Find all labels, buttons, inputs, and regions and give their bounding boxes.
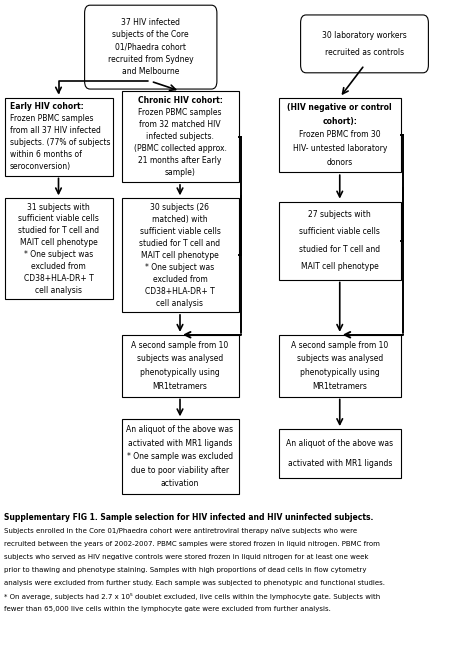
FancyBboxPatch shape [301,15,428,73]
Text: cohort):: cohort): [322,117,357,126]
Bar [279,98,400,172]
Text: sufficient viable cells: sufficient viable cells [18,214,99,224]
Text: sufficient viable cells: sufficient viable cells [299,227,380,237]
Text: CD38+HLA-DR+ T: CD38+HLA-DR+ T [145,287,215,296]
Text: 30 laboratory workers: 30 laboratory workers [322,31,407,40]
Text: * One sample was excluded: * One sample was excluded [127,452,233,461]
Text: analysis were excluded from further study. Each sample was subjected to phenotyp: analysis were excluded from further stud… [4,580,386,586]
Text: * One subject was: * One subject was [24,250,93,259]
Text: due to poor viability after: due to poor viability after [131,465,229,474]
Text: activated with MR1 ligands: activated with MR1 ligands [288,459,392,467]
Bar [122,419,238,494]
Text: Subjects enrolled in the Core 01/Phaedra cohort were antiretroviral therapy naïv: Subjects enrolled in the Core 01/Phaedra… [4,528,358,534]
Text: MR1tetramers: MR1tetramers [153,382,207,391]
Text: Chronic HIV cohort:: Chronic HIV cohort: [138,96,222,105]
Bar [279,202,400,280]
Text: studied for T cell and: studied for T cell and [18,226,99,235]
Text: Early HIV cohort:: Early HIV cohort: [10,102,84,111]
Text: excluded from: excluded from [153,274,207,283]
Bar [122,91,238,182]
Text: MR1tetramers: MR1tetramers [312,382,367,391]
Text: donors: donors [327,157,353,166]
Text: activation: activation [161,479,199,488]
Text: fewer than 65,000 live cells within the lymphocyte gate were excluded from furth: fewer than 65,000 live cells within the … [4,606,331,612]
Text: studied for T cell and: studied for T cell and [140,239,220,248]
Text: 37 HIV infected: 37 HIV infected [121,18,180,27]
Text: matched) with: matched) with [152,214,208,224]
Text: subjects was analysed: subjects was analysed [297,354,383,363]
Text: within 6 months of: within 6 months of [10,150,82,159]
Text: CD38+HLA-DR+ T: CD38+HLA-DR+ T [23,274,94,283]
Text: studied for T cell and: studied for T cell and [299,244,380,254]
Text: activated with MR1 ligands: activated with MR1 ligands [128,439,232,448]
Text: Frozen PBMC samples: Frozen PBMC samples [10,114,94,123]
Bar [122,335,238,396]
Text: from 32 matched HIV: from 32 matched HIV [139,120,221,129]
Text: * On average, subjects had 2.7 x 10⁵ doublet excluded, live cells within the lym: * On average, subjects had 2.7 x 10⁵ dou… [4,593,381,600]
Text: HIV- untested laboratory: HIV- untested laboratory [292,144,387,153]
Text: MAIT cell phenotype: MAIT cell phenotype [301,262,378,271]
Text: sample): sample) [165,168,195,177]
Text: Frozen PBMC from 30: Frozen PBMC from 30 [299,131,381,139]
Text: A second sample from 10: A second sample from 10 [291,341,388,350]
Bar [279,335,400,396]
Text: sufficient viable cells: sufficient viable cells [140,227,220,236]
Text: recruited from Sydney: recruited from Sydney [108,55,194,64]
Text: (PBMC collected approx.: (PBMC collected approx. [134,144,226,153]
Text: An aliquot of the above was: An aliquot of the above was [286,439,393,448]
Text: 30 subjects (26: 30 subjects (26 [150,203,210,212]
Text: MAIT cell phenotype: MAIT cell phenotype [20,238,97,247]
Text: Supplementary FIG 1. Sample selection for HIV infected and HIV uninfected subjec: Supplementary FIG 1. Sample selection fo… [4,514,374,523]
Text: An aliquot of the above was: An aliquot of the above was [126,425,234,434]
Text: subjects was analysed: subjects was analysed [137,354,223,363]
Text: MAIT cell phenotype: MAIT cell phenotype [141,251,219,259]
Text: 27 subjects with: 27 subjects with [308,210,371,219]
Text: subjects. (77% of subjects: subjects. (77% of subjects [10,138,110,147]
Text: recruited between the years of 2002-2007. PBMC samples were stored frozen in liq: recruited between the years of 2002-2007… [4,541,380,547]
Text: phenotypically using: phenotypically using [300,368,380,377]
Text: subjects of the Core: subjects of the Core [112,30,189,39]
Text: cell analysis: cell analysis [35,285,82,294]
FancyBboxPatch shape [85,5,217,89]
Text: cell analysis: cell analysis [157,298,203,307]
Text: subjects who served as HIV negative controls were stored frozen in liquid nitrog: subjects who served as HIV negative cont… [4,554,369,560]
Bar [4,98,112,176]
Text: 21 months after Early: 21 months after Early [138,156,222,165]
Text: 31 subjects with: 31 subjects with [27,203,90,212]
Text: phenotypically using: phenotypically using [140,368,220,377]
Bar [279,429,400,478]
Text: Frozen PBMC samples: Frozen PBMC samples [138,108,222,117]
Text: (HIV negative or control: (HIV negative or control [288,103,392,112]
Bar [122,198,238,312]
Text: * One subject was: * One subject was [145,263,215,272]
Text: 01/Phaedra cohort: 01/Phaedra cohort [115,43,186,51]
Text: A second sample from 10: A second sample from 10 [131,341,229,350]
Text: prior to thawing and phenotype staining. Samples with high proportions of dead c: prior to thawing and phenotype staining.… [4,567,367,573]
Bar [4,198,112,299]
Text: excluded from: excluded from [31,262,86,271]
Text: from all 37 HIV infected: from all 37 HIV infected [10,126,101,135]
Text: recruited as controls: recruited as controls [325,48,404,57]
Text: infected subjects.: infected subjects. [146,132,214,141]
Text: seroconversion): seroconversion) [10,162,71,171]
Text: and Melbourne: and Melbourne [122,68,180,77]
